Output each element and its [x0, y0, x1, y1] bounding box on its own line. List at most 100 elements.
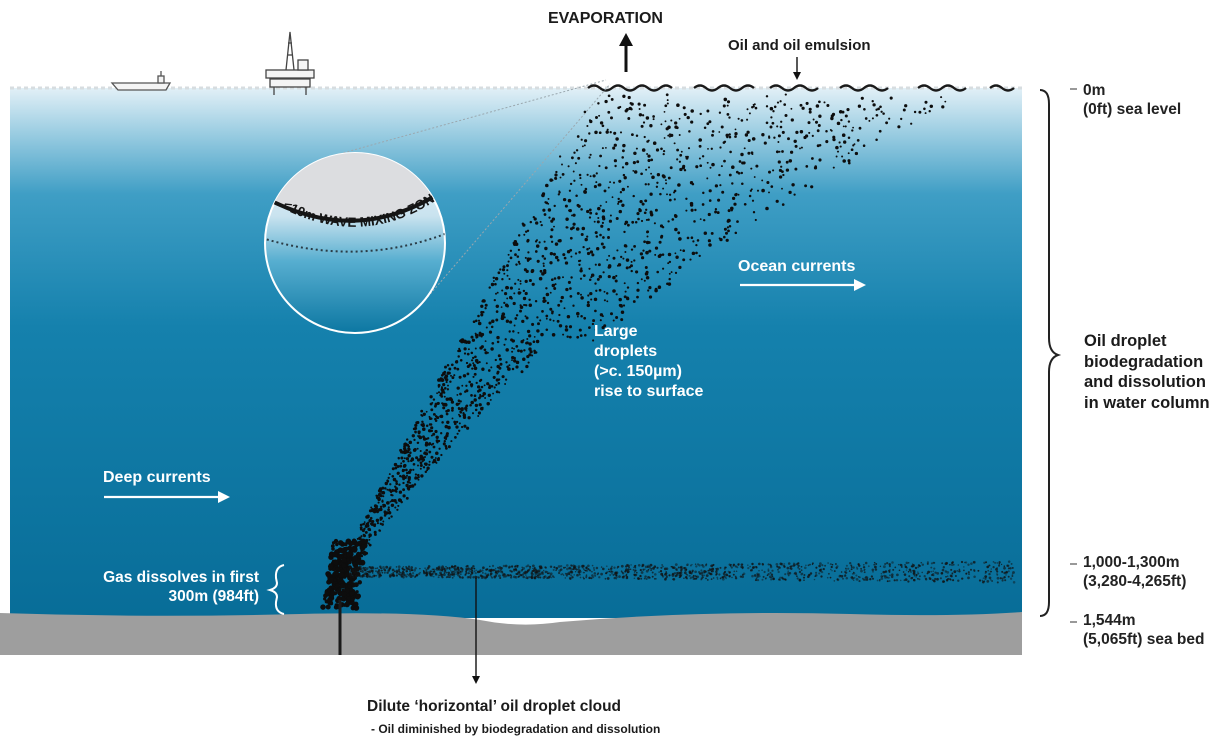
oil-droplet	[567, 280, 571, 284]
oil-droplet	[543, 240, 546, 243]
cloud-droplet	[427, 565, 431, 568]
oil-droplet	[515, 314, 519, 317]
cloud-droplet	[917, 577, 919, 580]
cloud-droplet	[951, 572, 954, 574]
oil-droplet	[633, 244, 637, 248]
cloud-droplet	[562, 566, 566, 569]
oil-droplet	[734, 135, 737, 138]
oil-droplet	[594, 328, 597, 331]
oil-droplet	[770, 116, 773, 119]
cloud-droplet	[719, 566, 722, 569]
oil-droplet	[553, 204, 556, 208]
oil-droplet	[559, 176, 562, 179]
evaporation-label: EVAPORATION	[548, 10, 663, 27]
oil-droplet	[506, 297, 509, 300]
oil-droplet	[492, 280, 495, 282]
oil-droplet	[598, 288, 602, 292]
cloud-droplet	[946, 571, 950, 574]
cloud-droplet	[368, 569, 371, 572]
cloud-droplet	[787, 570, 789, 572]
cloud-droplet	[725, 566, 727, 569]
oil-droplet	[804, 184, 808, 188]
cloud-droplet	[952, 563, 955, 566]
oil-droplet	[808, 110, 812, 114]
oil-droplet	[509, 256, 513, 260]
oil-droplet	[875, 113, 879, 117]
oil-droplet	[661, 226, 665, 229]
oil-droplet	[645, 116, 650, 120]
oil-droplet	[880, 110, 883, 113]
cloud-droplet	[544, 570, 548, 574]
oil-droplet	[610, 97, 614, 101]
oil-droplet	[556, 258, 560, 262]
cloud-droplet	[725, 573, 728, 577]
oil-droplet	[596, 247, 600, 251]
oil-droplet	[376, 521, 380, 525]
oil-droplet	[523, 349, 526, 352]
oil-droplet	[465, 384, 468, 387]
oil-droplet-plume	[320, 93, 947, 611]
oil-droplet	[507, 260, 510, 263]
cloud-droplet	[538, 570, 541, 573]
oil-droplet	[526, 338, 529, 340]
oil-droplet	[525, 304, 528, 307]
cloud-droplet	[833, 580, 836, 582]
cloud-droplet	[847, 567, 850, 570]
cloud-droplet	[354, 569, 356, 571]
cloud-droplet	[870, 575, 874, 578]
cloud-droplet	[1009, 577, 1013, 580]
oil-droplet	[726, 100, 731, 104]
oil-droplet	[510, 297, 513, 300]
cloud-droplet	[617, 565, 620, 568]
cloud-droplet	[683, 577, 685, 579]
oil-droplet	[450, 440, 453, 443]
cloud-droplet	[845, 569, 848, 572]
ocean-currents-arrow	[740, 279, 866, 291]
oil-droplet	[430, 434, 433, 437]
oil-droplet	[644, 183, 647, 186]
cloud-droplet	[535, 575, 537, 578]
cloud-droplet	[967, 563, 970, 566]
oil-droplet	[667, 176, 671, 180]
oil-droplet	[532, 340, 536, 344]
oil-droplet	[612, 256, 616, 260]
oil-droplet	[348, 581, 352, 585]
cloud-droplet	[469, 574, 472, 578]
cloud-droplet	[375, 570, 377, 572]
cloud-droplet	[579, 576, 582, 579]
cloud-droplet	[601, 567, 605, 571]
oil-droplet	[409, 451, 412, 454]
oil-droplet	[617, 197, 620, 201]
oil-droplet	[366, 524, 370, 528]
cloud-droplet	[567, 571, 571, 575]
oil-droplet	[543, 257, 547, 260]
oil-droplet	[401, 450, 404, 453]
cloud-droplet	[528, 575, 531, 579]
oil-droplet	[649, 192, 653, 196]
oil-droplet	[665, 182, 668, 185]
oil-droplet	[456, 367, 460, 371]
cloud-droplet	[475, 569, 478, 572]
oil-droplet	[592, 174, 596, 178]
oil-droplet	[647, 139, 650, 142]
oil-droplet	[474, 403, 479, 408]
oil-droplet	[711, 130, 715, 133]
cloud-droplet	[716, 576, 719, 579]
oil-droplet	[582, 245, 585, 249]
cloud-droplet	[778, 578, 780, 581]
cloud-droplet	[644, 568, 646, 570]
oil-droplet	[690, 208, 694, 212]
cloud-droplet	[1012, 581, 1016, 584]
oil-droplet	[409, 482, 412, 484]
oil-droplet	[364, 530, 368, 534]
cloud-droplet	[718, 573, 721, 576]
cloud-droplet	[951, 561, 954, 565]
oil-droplet	[673, 142, 676, 145]
cloud-droplet	[402, 565, 405, 568]
oil-droplet	[711, 162, 715, 167]
oil-droplet	[632, 161, 636, 165]
oil-droplet	[630, 269, 633, 273]
oil-droplet	[496, 335, 500, 340]
oil-droplet	[402, 494, 406, 498]
cloud-droplet	[715, 572, 718, 575]
